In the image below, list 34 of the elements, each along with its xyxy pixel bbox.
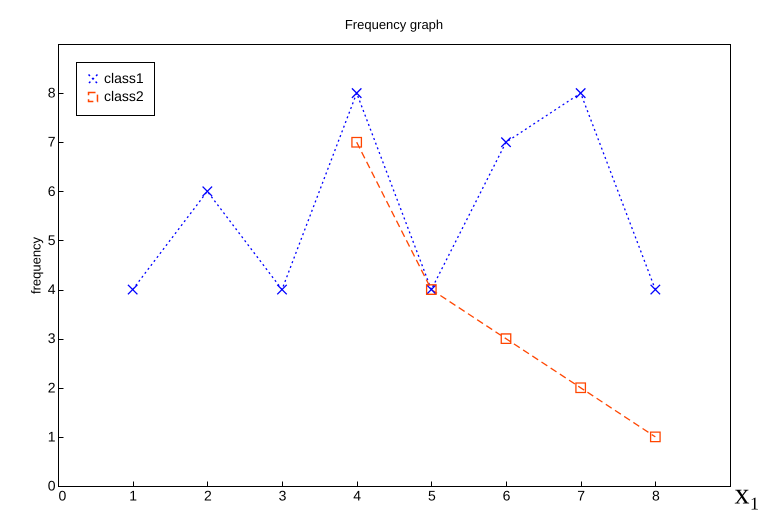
point xyxy=(276,284,288,295)
x-axis-title: x₁ xyxy=(734,478,760,510)
point xyxy=(127,284,138,295)
x-tick-label: 2 xyxy=(204,488,212,504)
point xyxy=(351,88,362,99)
point xyxy=(351,136,362,148)
point xyxy=(575,382,586,394)
point xyxy=(500,333,512,344)
point xyxy=(650,284,661,295)
y-tick-label: 2 xyxy=(48,379,56,396)
y-tick-label: 3 xyxy=(48,330,56,346)
chart-title: Frequency graph xyxy=(344,17,444,32)
x-tick-label: 1 xyxy=(129,488,138,504)
y-tick-label: 0 xyxy=(48,478,56,494)
point xyxy=(650,431,661,442)
y-tick-label: 5 xyxy=(48,232,56,248)
x-tick-label: 4 xyxy=(353,488,362,504)
legend-label: class1 xyxy=(104,70,144,86)
point xyxy=(202,186,213,197)
x-tick-label: 8 xyxy=(652,488,660,504)
x-tick-label: 7 xyxy=(577,488,586,504)
legend-label: class2 xyxy=(104,88,144,104)
x-tick-label: 3 xyxy=(278,488,287,504)
y-tick-label: 7 xyxy=(48,134,56,150)
x-tick-label: 0 xyxy=(58,488,66,504)
x-tick-label: 6 xyxy=(502,488,511,504)
x-tick-label: 5 xyxy=(428,488,436,504)
y-tick-label: 8 xyxy=(48,84,56,101)
point xyxy=(500,136,512,148)
y-tick-label: 1 xyxy=(48,428,56,444)
point xyxy=(575,88,586,99)
y-tick-label: 4 xyxy=(48,281,56,298)
y-tick-label: 6 xyxy=(48,182,56,199)
y-axis-title: frequency xyxy=(28,236,44,294)
